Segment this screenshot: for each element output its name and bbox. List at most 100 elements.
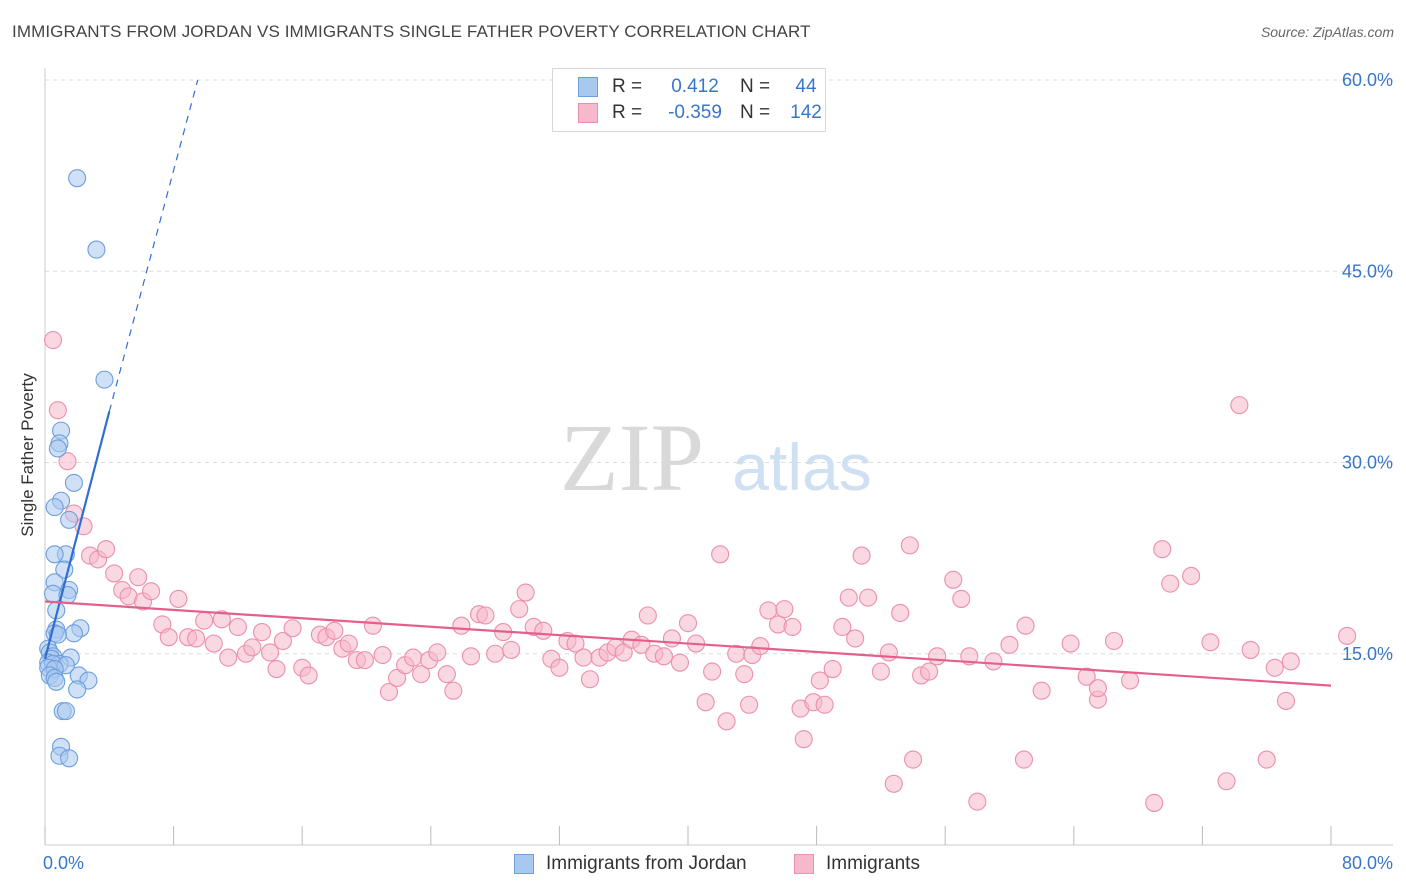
point-jordan: [64, 624, 83, 643]
point-immigrants: [97, 540, 116, 559]
point-jordan: [47, 672, 66, 691]
watermark-zip: ZIP: [560, 404, 704, 511]
point-immigrants: [283, 619, 302, 638]
point-immigrants: [1217, 772, 1236, 791]
point-immigrants: [534, 621, 553, 640]
point-immigrants: [142, 582, 161, 601]
point-immigrants: [960, 647, 979, 666]
point-immigrants: [428, 643, 447, 662]
point-jordan: [48, 439, 67, 458]
point-immigrants: [717, 712, 736, 731]
point-jordan: [45, 545, 64, 564]
legend-swatch-immigrants: [578, 103, 598, 123]
legend-swatch-jordan: [578, 77, 598, 97]
legend-n-label: N =: [740, 102, 771, 123]
point-immigrants: [169, 589, 188, 608]
point-immigrants: [662, 629, 681, 648]
point-immigrants: [952, 589, 971, 608]
legend-n-label: N =: [740, 76, 771, 97]
bottom-legend-swatch-jordan: [514, 854, 534, 874]
point-immigrants: [252, 623, 272, 642]
point-immigrants: [654, 647, 673, 666]
point-immigrants: [852, 546, 871, 565]
point-immigrants: [703, 662, 722, 681]
point-immigrants: [580, 670, 599, 689]
tick-labels: 15.0% 30.0% 45.0% 60.0% 0.0% 80.0%: [43, 70, 1393, 873]
point-immigrants: [412, 665, 431, 684]
point-immigrants: [984, 652, 1003, 671]
point-immigrants: [273, 631, 292, 651]
point-immigrants: [839, 588, 858, 607]
correlation-legend: R = 0.412 N = 44 R = -0.359 N = 142: [552, 68, 826, 132]
point-immigrants: [212, 610, 231, 629]
point-immigrants: [58, 452, 77, 471]
legend-row-immigrants: R = -0.359 N = 142: [578, 101, 826, 125]
source-label: Source: ZipAtlas.com: [1260, 24, 1394, 40]
point-immigrants: [516, 583, 535, 602]
chart-title: IMMIGRANTS FROM JORDAN VS IMMIGRANTS SIN…: [12, 22, 811, 41]
point-jordan: [95, 370, 114, 389]
point-immigrants: [1257, 750, 1276, 769]
point-immigrants: [1265, 658, 1284, 677]
point-immigrants: [325, 621, 344, 640]
y-axis-label: Single Father Poverty: [18, 373, 37, 537]
point-jordan: [87, 240, 106, 259]
point-immigrants: [928, 647, 947, 666]
point-immigrants: [711, 545, 730, 564]
point-immigrants: [735, 665, 754, 684]
axis-layer: [44, 68, 1393, 846]
point-immigrants: [404, 648, 423, 667]
watermark-atlas: atlas: [732, 430, 871, 504]
bottom-legend-label-jordan: Immigrants from Jordan: [546, 853, 747, 874]
point-immigrants: [751, 637, 770, 656]
trend-line-jordan: [43, 411, 111, 660]
point-jordan: [64, 473, 83, 492]
point-jordan: [60, 510, 79, 529]
y-tick-label: 45.0%: [1342, 261, 1393, 281]
point-immigrants: [363, 616, 382, 635]
point-immigrants: [1014, 750, 1034, 769]
point-immigrants: [1121, 671, 1140, 690]
y-tick-label: 60.0%: [1342, 70, 1393, 90]
point-jordan: [56, 702, 75, 721]
point-immigrants: [1281, 652, 1300, 671]
point-immigrants: [1161, 574, 1180, 593]
point-immigrants: [550, 658, 569, 677]
point-immigrants: [105, 564, 124, 583]
point-immigrants: [476, 606, 495, 625]
points-layer: [39, 169, 1357, 812]
point-jordan: [45, 498, 64, 517]
point-immigrants: [903, 750, 923, 769]
bottom-legend-jordan: Immigrants from Jordan: [514, 852, 747, 876]
point-immigrants: [502, 640, 521, 659]
point-immigrants: [1201, 633, 1220, 652]
point-immigrants: [968, 792, 987, 811]
point-immigrants: [638, 606, 657, 625]
point-immigrants: [379, 682, 399, 702]
legend-r-label: R =: [612, 76, 643, 97]
point-immigrants: [219, 648, 238, 667]
point-immigrants: [387, 668, 407, 688]
point-immigrants: [1088, 679, 1107, 698]
point-immigrants: [846, 629, 865, 648]
point-immigrants: [1077, 667, 1096, 686]
bottom-legend-swatch-immigrants: [794, 854, 814, 874]
point-immigrants: [920, 662, 939, 681]
trend-lines-layer: [43, 79, 1332, 687]
legend-r-value: 0.412: [671, 76, 719, 97]
point-immigrants: [461, 647, 481, 666]
point-jordan: [68, 680, 87, 699]
bottom-legend-label-immigrants: Immigrants: [826, 853, 920, 874]
point-jordan: [60, 749, 79, 768]
point-jordan: [68, 169, 87, 188]
point-immigrants: [566, 634, 585, 653]
point-immigrants: [204, 634, 223, 653]
point-immigrants: [159, 628, 178, 647]
legend-n-value: 142: [790, 102, 822, 123]
point-immigrants: [510, 600, 529, 619]
point-immigrants: [1241, 640, 1260, 659]
point-immigrants: [1104, 631, 1124, 651]
point-immigrants: [373, 645, 392, 665]
point-immigrants: [944, 570, 963, 589]
point-immigrants: [1230, 396, 1249, 415]
